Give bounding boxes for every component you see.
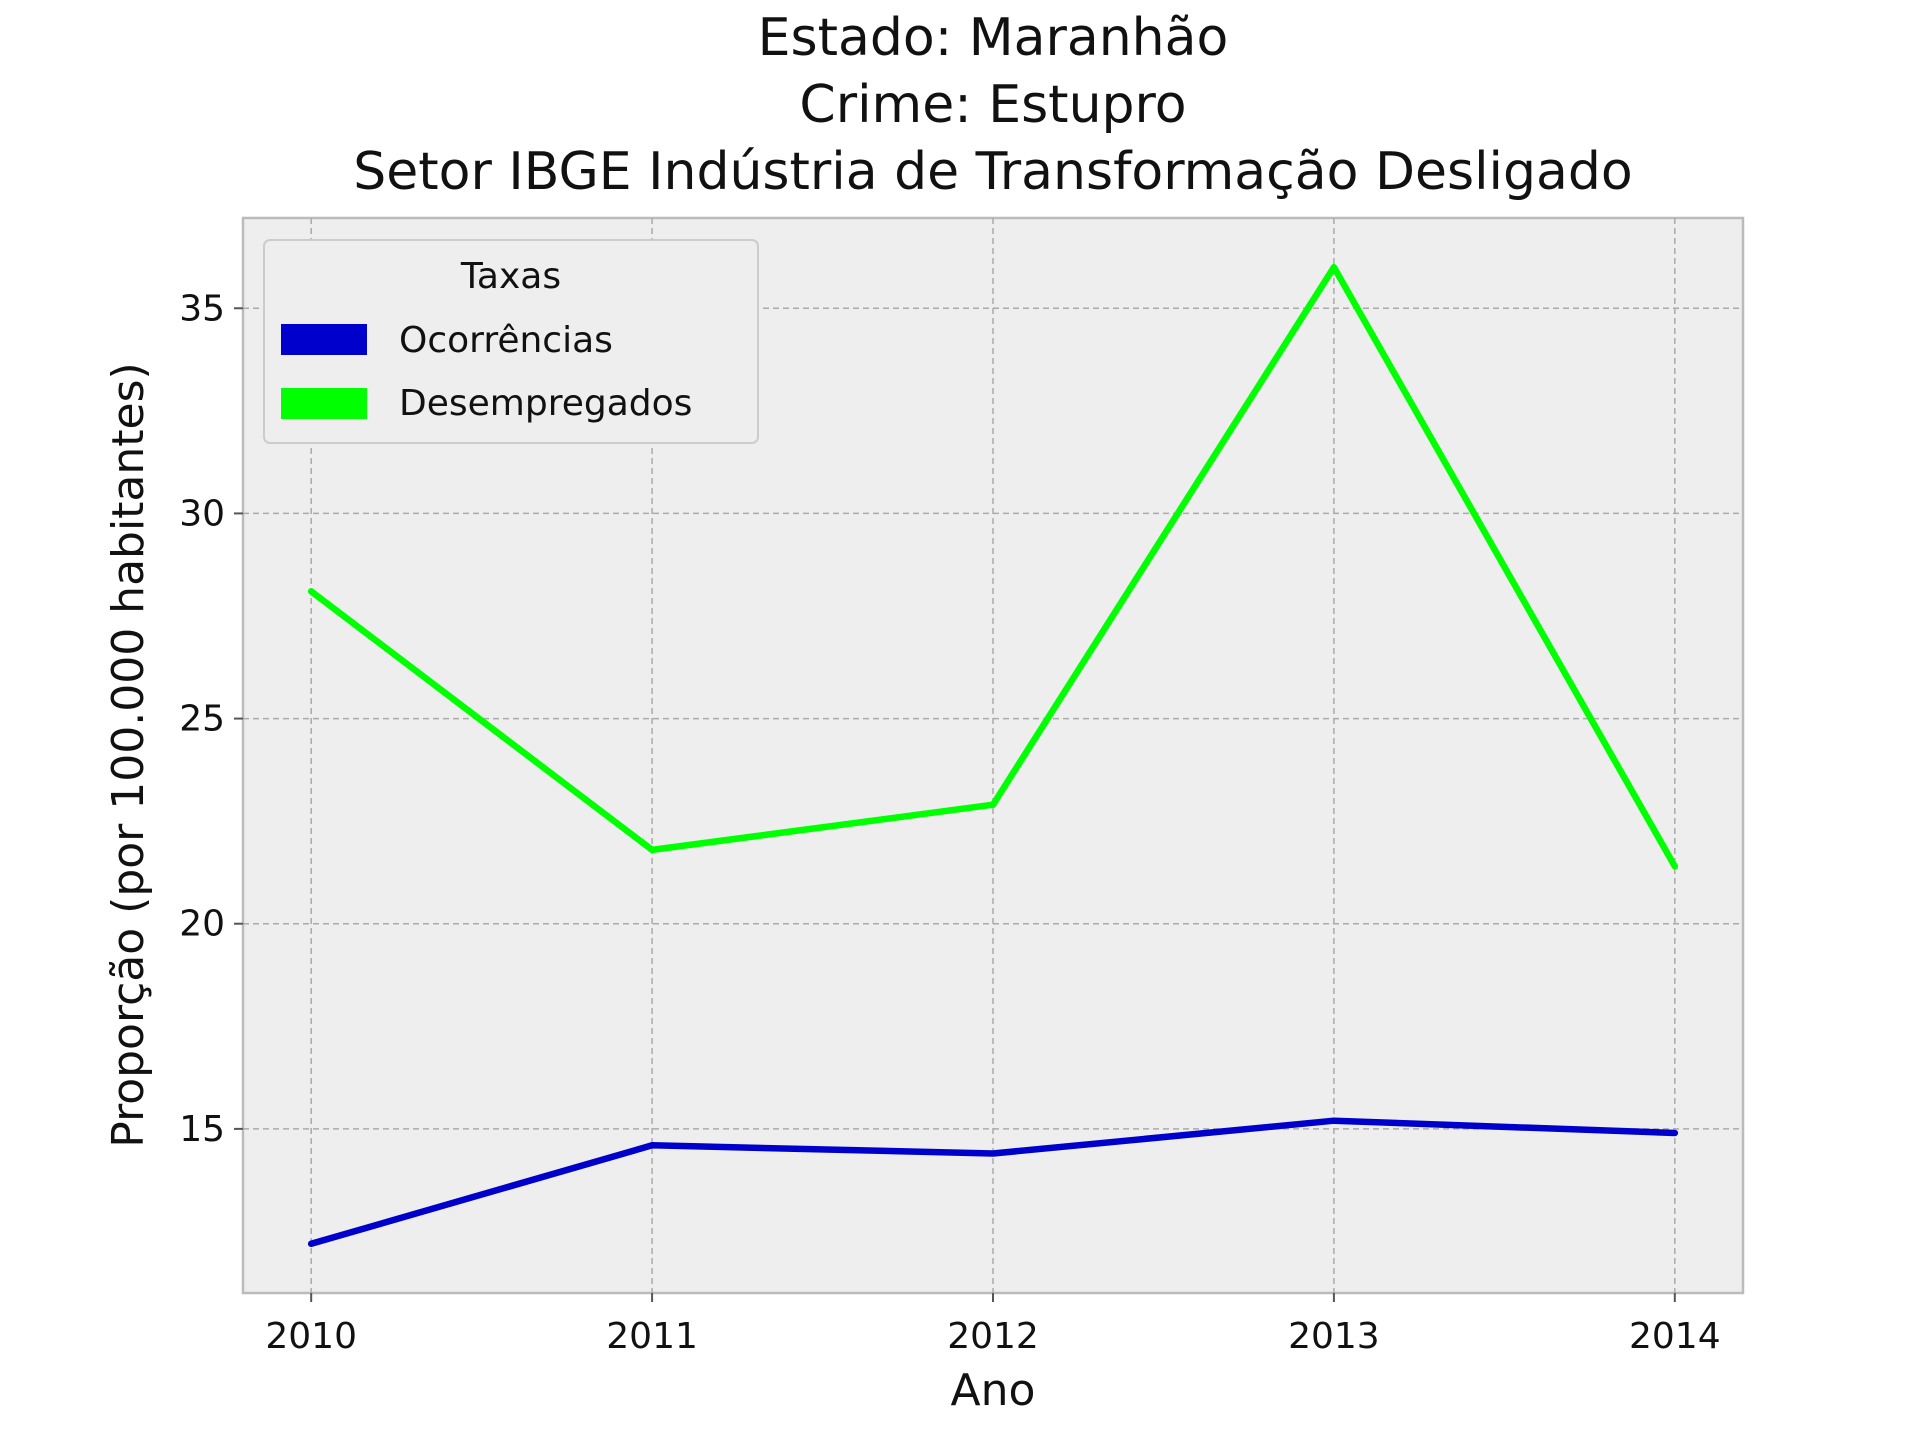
x-tick-label: 2010	[265, 1316, 357, 1357]
y-tick-label: 15	[179, 1109, 225, 1150]
x-tick-label: 2013	[1288, 1316, 1380, 1357]
legend-label-ocorrencias: Ocorrências	[399, 320, 613, 361]
data-point-desempregados	[649, 846, 656, 853]
data-point-ocorrencias	[1330, 1117, 1337, 1124]
y-tick-label: 25	[179, 699, 225, 740]
data-point-ocorrencias	[990, 1150, 996, 1157]
data-point-ocorrencias	[1671, 1129, 1678, 1136]
y-tick-label: 30	[179, 493, 225, 534]
y-tick-label: 20	[179, 904, 225, 945]
x-axis-label: Ano	[951, 1365, 1036, 1416]
data-point-ocorrencias	[308, 1240, 315, 1247]
x-tick-label: 2014	[1629, 1316, 1721, 1357]
title-line-3: Setor IBGE Indústria de Transformação De…	[353, 142, 1632, 202]
title-line-1: Estado: Maranhão	[758, 8, 1229, 68]
data-point-desempregados	[1671, 863, 1678, 870]
title-line-2: Crime: Estupro	[799, 75, 1186, 135]
data-point-ocorrencias	[649, 1142, 656, 1149]
data-point-desempregados	[1330, 264, 1337, 271]
y-axis-ticks: 15 20 25 30 35	[179, 288, 243, 1150]
data-point-desempregados	[990, 801, 996, 808]
series-layer	[307, 263, 1679, 1248]
legend-swatch-desempregados	[281, 388, 367, 419]
x-tick-label: 2011	[606, 1316, 698, 1357]
x-tick-label: 2012	[947, 1316, 1039, 1357]
legend-box	[263, 239, 759, 444]
data-point-desempregados	[308, 588, 315, 595]
chart-title: Estado: Maranhão Crime: Estupro Setor IB…	[353, 8, 1632, 202]
x-gridlines	[310, 218, 1676, 1293]
x-axis-ticks: 2010 2011 2012 2013 2014	[265, 1293, 1721, 1357]
y-axis-label: Proporção (por 100.000 habitantes)	[103, 362, 154, 1147]
legend-title: Taxas	[460, 256, 561, 297]
y-tick-label: 35	[179, 288, 225, 329]
legend-label-desempregados: Desempregados	[399, 383, 692, 424]
legend: Taxas Ocorrências Desempregados	[263, 239, 759, 444]
legend-swatch-ocorrencias	[281, 324, 367, 355]
